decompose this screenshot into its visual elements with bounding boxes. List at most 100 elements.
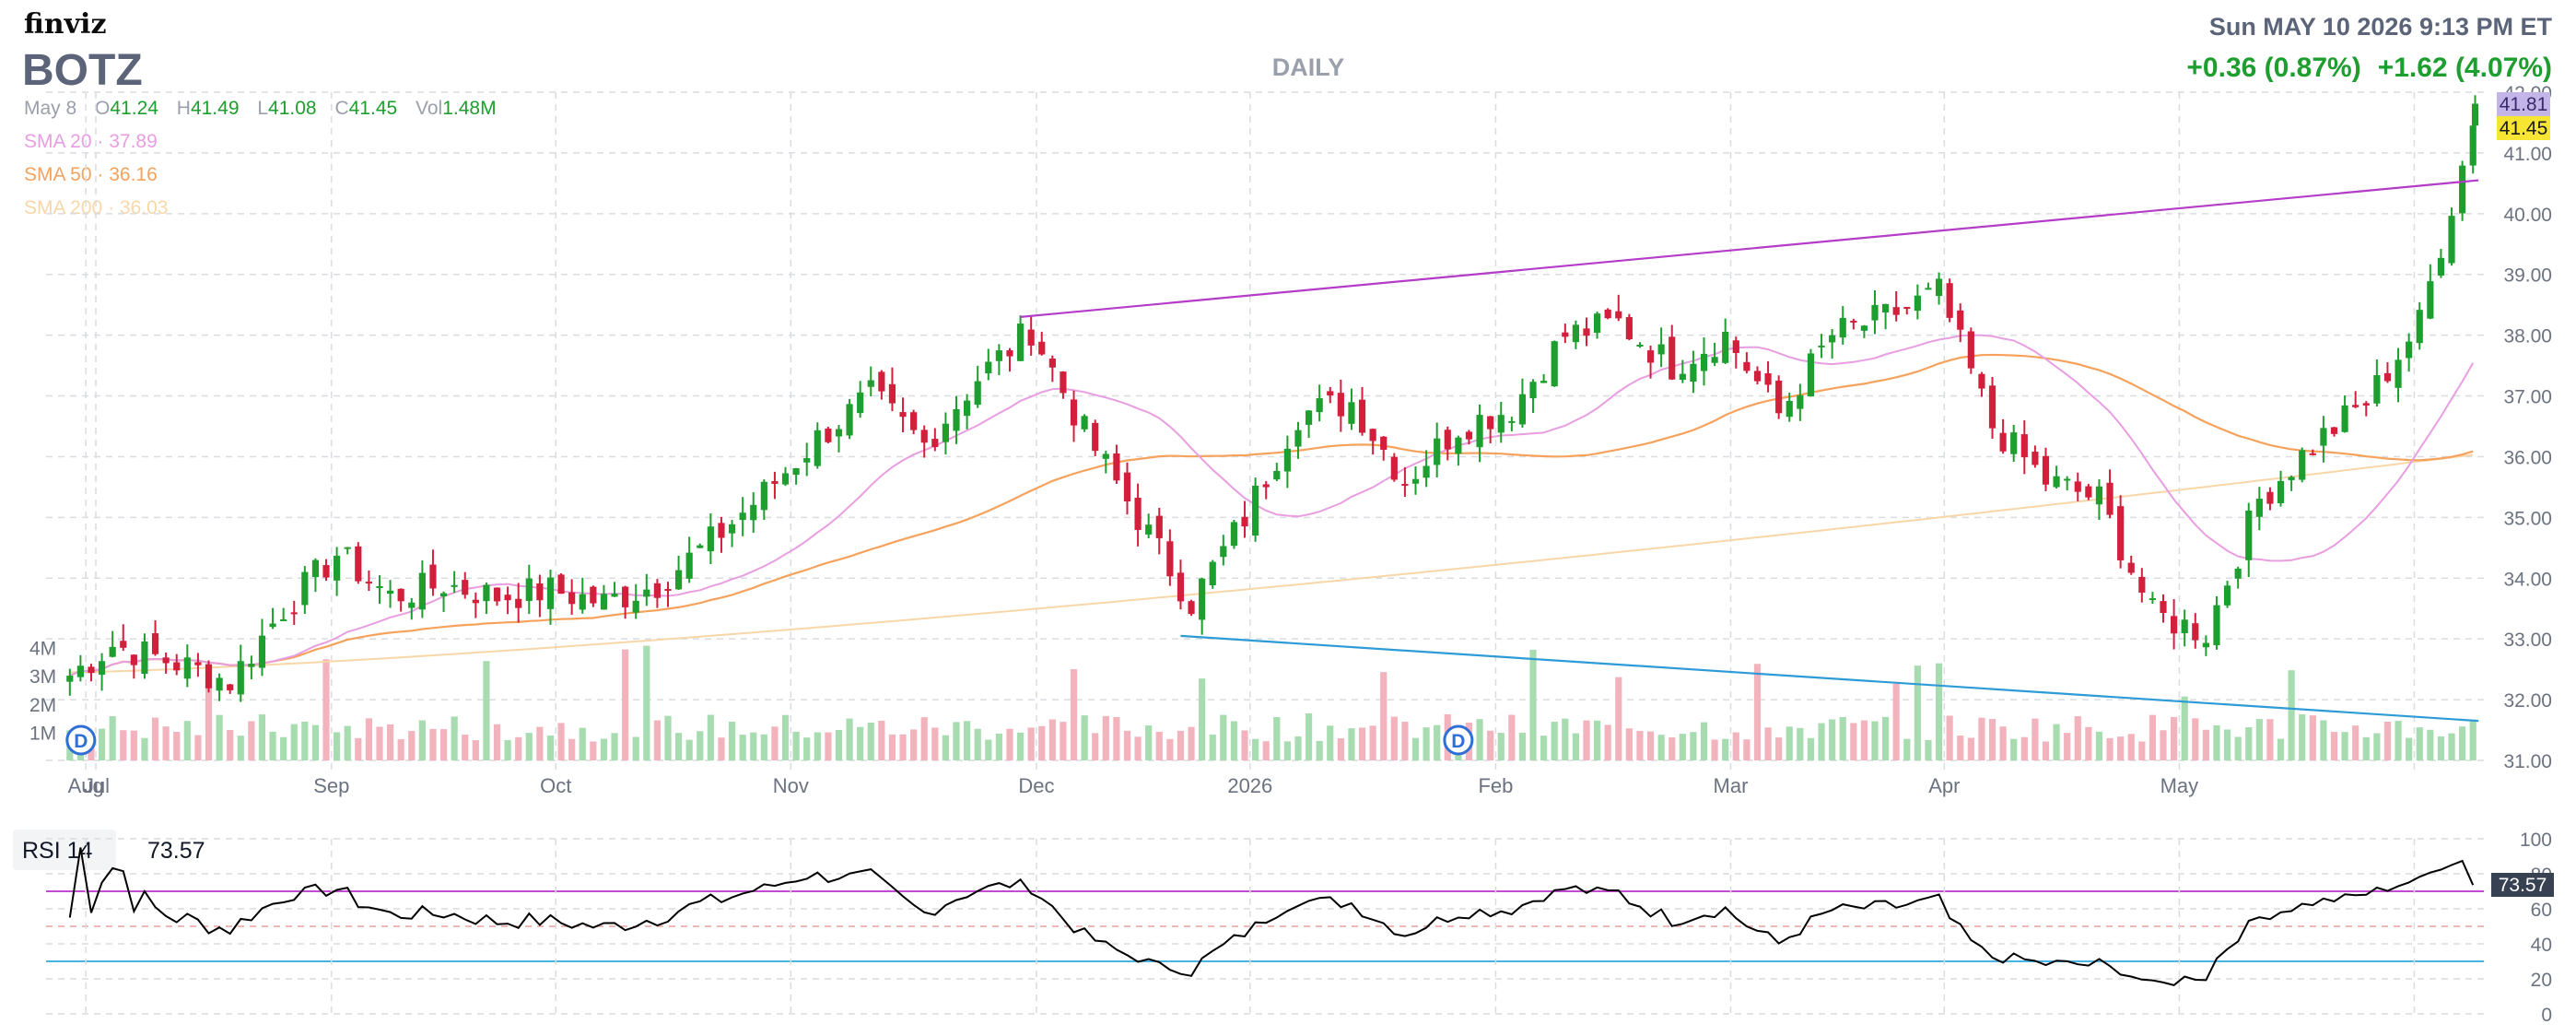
volume-bar: [2095, 731, 2103, 760]
candle: [964, 394, 971, 430]
candle: [931, 428, 939, 452]
dividend-marker: D: [1443, 724, 1474, 756]
svg-text:D: D: [74, 731, 88, 752]
candle: [1850, 318, 1857, 330]
candle: [771, 471, 779, 500]
sma20-legend[interactable]: SMA 20 · 37.89: [24, 131, 158, 152]
chart-period[interactable]: DAILY: [1272, 53, 1345, 81]
volume-bar: [1551, 722, 1558, 760]
candle: [557, 573, 565, 595]
volume-bar: [674, 733, 683, 760]
candle: [1978, 371, 1985, 397]
candle: [1262, 480, 1270, 500]
volume-bar: [750, 732, 757, 760]
volume-bar: [1348, 728, 1355, 760]
volume-bar: [1999, 726, 2007, 760]
price-tick-label: 39.00: [2503, 265, 2552, 287]
ohlc-close: 41.45: [349, 98, 398, 119]
candle: [1732, 336, 1739, 369]
candle: [1241, 500, 1248, 538]
volume-bar: [1070, 668, 1078, 760]
trendlines[interactable]: [1020, 179, 2479, 723]
candle: [1646, 345, 1655, 379]
volume-bar: [867, 723, 874, 760]
candle: [1807, 348, 1815, 397]
date-tick-label: Jul: [84, 774, 110, 797]
candle: [2352, 391, 2359, 408]
price-tick-label: 34.00: [2503, 569, 2552, 590]
candle: [493, 587, 501, 606]
volume-bar: [483, 661, 490, 760]
candle: [2341, 394, 2348, 433]
volume-bar: [1401, 722, 1409, 760]
volume-bar: [2320, 720, 2327, 760]
volume-bar: [835, 729, 843, 760]
volume-tick-label: 1M: [29, 723, 56, 744]
candle: [120, 624, 127, 652]
volume-bar: [1155, 732, 1163, 760]
volume-bar: [141, 737, 148, 760]
volume-bar: [2223, 729, 2231, 760]
volume-bar: [1914, 665, 1921, 760]
finviz-logo[interactable]: finviz: [24, 8, 107, 41]
candle: [1669, 324, 1676, 381]
candle: [2469, 120, 2476, 174]
candlesticks[interactable]: [66, 95, 2479, 702]
candle: [643, 573, 650, 606]
volume-bar: [1903, 738, 1911, 760]
last-price-tag: 41.45: [2497, 116, 2550, 140]
candle: [2106, 469, 2113, 519]
candle: [2416, 301, 2423, 350]
candle: [109, 630, 116, 658]
volume-bar: [2053, 724, 2060, 760]
candle: [1818, 334, 1825, 359]
volume-bar: [1252, 738, 1259, 760]
volume-bar: [1775, 737, 1783, 760]
volume-bar: [1764, 727, 1772, 760]
rsi-tick-label: 40: [2531, 935, 2552, 956]
volume-bar: [397, 738, 404, 760]
candle: [397, 588, 404, 612]
candle: [1102, 451, 1109, 474]
price-tick-label: 35.00: [2503, 508, 2552, 529]
candle: [1209, 559, 1216, 589]
candle: [2181, 609, 2188, 647]
volume-bar: [1850, 723, 1857, 760]
volume-bar: [942, 735, 950, 760]
candle: [899, 397, 907, 432]
candle: [1145, 513, 1153, 539]
volume-bar: [408, 731, 416, 760]
lower-trendline: [1180, 634, 2479, 723]
volume-bar: [311, 724, 320, 760]
volume-bar: [258, 714, 266, 760]
volume-bar: [1048, 719, 1056, 760]
volume-bar: [1199, 678, 1206, 760]
volume-bar: [2330, 732, 2338, 760]
change-ext: +1.62 (4.07%): [2378, 53, 2552, 83]
date-tick-label: Dec: [1018, 774, 1054, 797]
volume-bar: [2352, 725, 2359, 760]
candle: [1988, 377, 1996, 440]
volume-bar: [2395, 721, 2402, 760]
volume-bar: [1220, 714, 1227, 760]
volume-bar: [2149, 714, 2157, 760]
candle: [1829, 329, 1836, 359]
volume-bar: [355, 737, 362, 760]
candle: [173, 653, 181, 676]
volume-bar: [1369, 725, 1376, 760]
volume-bar: [183, 721, 191, 760]
volume-bar: [1060, 722, 1067, 760]
volume-bar: [2192, 718, 2199, 760]
candle: [728, 520, 736, 547]
volume-bar: [1038, 725, 1046, 760]
volume-bar: [2171, 716, 2178, 760]
volume-bar: [1337, 737, 1344, 760]
volume-bar: [1294, 736, 1302, 760]
candle: [2309, 449, 2316, 456]
volume-bar: [98, 728, 106, 760]
sma50-legend[interactable]: SMA 50 · 36.16: [24, 164, 158, 185]
volume-bar: [1881, 716, 1890, 760]
volume-bar: [1518, 732, 1527, 760]
volume-bar: [899, 734, 907, 760]
